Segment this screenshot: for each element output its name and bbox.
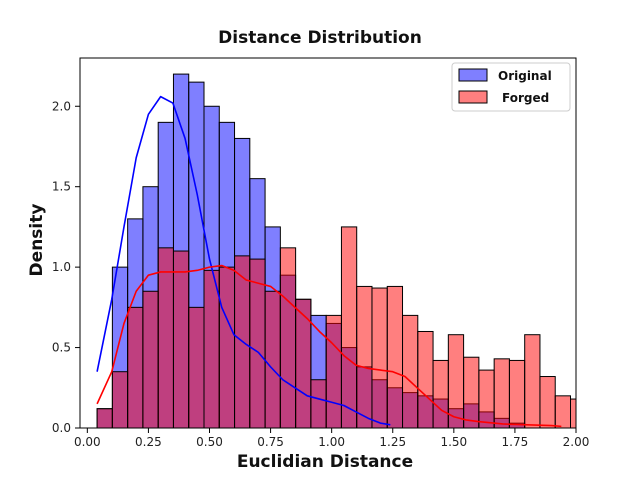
bar-forged — [340, 226, 358, 429]
x-tick-label: 0.50 — [196, 435, 223, 449]
bar-forged — [325, 314, 342, 429]
x-axis-label: Euclidian Distance — [237, 452, 413, 472]
legend-swatch-original — [458, 68, 488, 82]
kde-line-original — [96, 95, 391, 426]
bar-forged — [371, 287, 388, 429]
x-tick-label: 1.25 — [379, 435, 406, 449]
bar-forged — [432, 359, 449, 429]
y-tick-label: 0.5 — [52, 341, 71, 355]
legend-label-original: Original — [498, 69, 552, 83]
y-tick-label: 1.5 — [52, 180, 71, 194]
kde-lines — [96, 95, 562, 428]
bar-forged — [157, 247, 174, 429]
kde-line-forged — [96, 264, 562, 428]
bar-forged — [386, 285, 404, 429]
x-tick-label: 0.25 — [135, 435, 162, 449]
bar-forged — [295, 298, 312, 429]
x-tick-label: 1.50 — [440, 435, 467, 449]
x-tick-label: 2.00 — [563, 435, 590, 449]
bar-forged — [570, 398, 577, 429]
y-axis-label: Density — [27, 204, 47, 277]
bar-forged — [203, 269, 220, 429]
x-tick-label: 0.00 — [74, 435, 101, 449]
bar-forged — [218, 266, 236, 429]
x-tick-label: 0.75 — [257, 435, 284, 449]
bar-forged — [478, 369, 495, 429]
y-tick-label: 1.0 — [52, 260, 71, 274]
x-tick-label: 1.00 — [318, 435, 345, 449]
bar-forged — [96, 408, 113, 429]
bar-forged — [127, 306, 144, 429]
x-axis: 0.00 0.25 0.50 0.75 1.00 1.25 1.50 1.75 2.00 — [74, 428, 589, 449]
legend-label-forged: Forged — [502, 91, 549, 105]
legend: Original Forged — [451, 62, 571, 112]
bar-forged — [493, 358, 510, 429]
bar-forged — [111, 371, 129, 429]
x-tick-label: 1.75 — [502, 435, 529, 449]
bar-forged — [417, 330, 434, 429]
bar-forged — [356, 285, 373, 429]
bar-forged — [279, 247, 297, 429]
bar-forged — [402, 314, 419, 429]
chart-title: Distance Distribution — [218, 28, 422, 48]
legend-swatch-forged — [458, 90, 488, 104]
bar-forged — [524, 334, 541, 429]
bar-forged — [508, 359, 526, 429]
y-tick-label: 0.0 — [52, 421, 71, 435]
y-tick-label: 2.0 — [52, 99, 71, 113]
bar-forged — [539, 376, 556, 429]
bar-forged — [188, 306, 205, 429]
bar-forged — [172, 250, 190, 429]
y-axis: 0.0 0.5 1.0 1.5 2.0 — [52, 99, 80, 435]
bar-forged — [554, 395, 571, 429]
bar-forged — [463, 356, 480, 429]
plot-area — [79, 57, 577, 429]
bar-forged — [264, 290, 281, 429]
bar-forged — [447, 334, 465, 429]
bar-forged — [142, 290, 159, 429]
plot-frame — [79, 57, 577, 429]
bar-forged — [310, 379, 327, 429]
